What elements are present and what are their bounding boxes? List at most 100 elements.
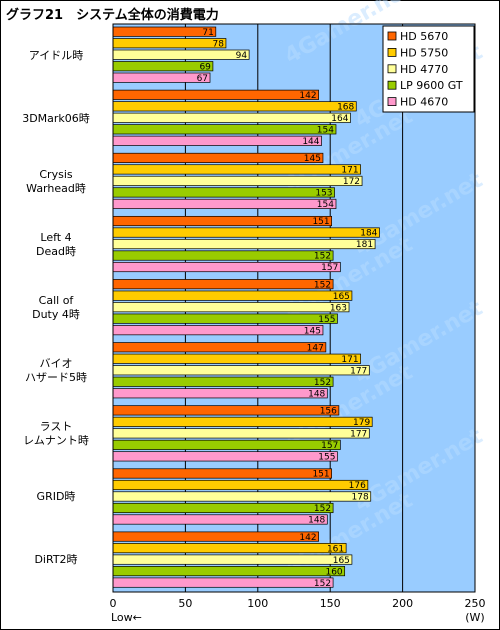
bar-4-2 [112,198,337,209]
value-label-1-0: 78 [212,39,224,49]
legend-swatch-1 [387,48,397,57]
category-label-1: 3DMark06時 [22,111,90,125]
value-label-2-4: 163 [330,303,347,313]
value-label-0-1: 142 [299,91,316,101]
x-tick-label-250: 250 [465,597,486,610]
value-label-1-3: 184 [360,229,377,239]
bar-1-4 [112,290,353,301]
legend-label-0: HD 5670 [400,30,448,43]
legend-swatch-3 [387,80,397,90]
bar-3-2 [112,187,335,198]
bar-1-8 [112,543,347,554]
x-tick-label-200: 200 [392,597,413,610]
legend-label-2: HD 4770 [400,63,448,76]
value-label-0-0: 71 [202,28,213,38]
bar-0-2 [112,152,324,163]
bar-3-1 [112,124,337,135]
legend-swatch-0 [387,31,397,41]
bar-2-5 [112,365,370,376]
bar-4-5 [112,388,328,399]
bar-2-4 [112,302,350,313]
value-label-2-2: 172 [343,177,360,187]
bar-4-0 [112,72,211,83]
value-label-4-1: 144 [302,137,319,147]
bar-0-7 [112,468,332,479]
bar-0-4 [112,279,334,290]
value-label-2-6: 177 [350,430,367,440]
category-label-0: アイドル時 [28,48,84,62]
value-label-0-4: 152 [314,280,331,290]
bar-2-8 [112,554,353,565]
value-label-4-4: 145 [304,326,321,336]
bar-3-4 [112,313,338,324]
value-label-1-8: 161 [327,544,344,554]
x-tick-label-0: 0 [110,597,117,610]
bar-0-0 [112,26,217,37]
category-label-6: ラスト レムナント時 [23,420,89,448]
value-label-2-5: 177 [350,366,367,376]
legend-label-3: LP 9600 GT [400,79,463,92]
bar-0-1 [112,89,319,100]
value-label-4-7: 148 [308,516,325,526]
direction-note: Low← [111,611,142,624]
value-label-3-7: 152 [314,504,331,514]
bar-2-2 [112,175,363,186]
value-label-0-8: 142 [299,533,316,543]
bar-3-0 [112,61,214,72]
bar-0-5 [112,342,327,353]
value-label-1-1: 168 [337,103,354,113]
value-label-4-6: 155 [318,453,335,463]
bar-1-1 [112,101,357,112]
bar-1-2 [112,164,361,175]
bar-3-3 [112,250,334,261]
value-label-3-8: 160 [325,567,342,577]
category-label-8: DiRT2時 [34,553,78,567]
value-label-2-7: 178 [352,493,369,503]
legend-swatch-4 [387,97,397,106]
bar-3-6 [112,439,341,450]
bar-0-3 [112,215,332,227]
value-label-2-3: 181 [356,240,373,250]
bar-4-6 [112,451,338,462]
value-label-3-1: 154 [317,126,334,136]
chart-title: グラフ21 システム全体の消費電力 [6,8,219,23]
bar-4-1 [112,135,322,146]
bar-3-7 [112,502,334,514]
value-label-0-7: 151 [312,470,329,480]
bar-4-4 [112,325,324,336]
value-label-3-3: 152 [314,252,331,262]
bar-4-3 [112,261,341,273]
value-label-4-0: 67 [197,74,208,84]
value-label-0-6: 156 [320,407,337,417]
value-label-3-2: 153 [315,189,332,199]
value-label-2-0: 94 [236,51,248,61]
bar-2-6 [112,428,370,439]
legend-swatch-2 [387,64,397,74]
value-label-2-8: 165 [333,556,350,566]
x-tick-label-100: 100 [247,597,268,610]
bar-0-8 [112,531,319,542]
value-label-1-7: 176 [349,481,366,491]
value-label-3-5: 152 [314,378,331,388]
category-label-4: Call of Duty 4時 [32,294,80,321]
legend-label-4: HD 4670 [400,96,448,109]
category-label-5: バイオ ハザード5時 [25,357,87,385]
bar-4-8 [112,577,334,588]
bar-2-0 [112,49,250,60]
value-label-1-5: 171 [341,355,358,365]
x-axis-unit: (W) [465,611,484,624]
bar-1-7 [112,479,369,491]
value-label-0-3: 151 [312,217,329,227]
bar-2-7 [112,491,372,502]
category-label-7: GRID時 [36,490,76,504]
bar-1-3 [112,227,380,238]
value-label-3-4: 155 [318,315,335,325]
bar-2-1 [112,112,351,123]
plot-border [112,23,476,593]
legend-label-1: HD 5750 [400,46,448,59]
bar-1-6 [112,416,373,427]
category-label-3: Left 4 Dead時 [36,230,76,258]
value-label-4-8: 152 [314,579,331,589]
bar-3-8 [112,566,346,577]
